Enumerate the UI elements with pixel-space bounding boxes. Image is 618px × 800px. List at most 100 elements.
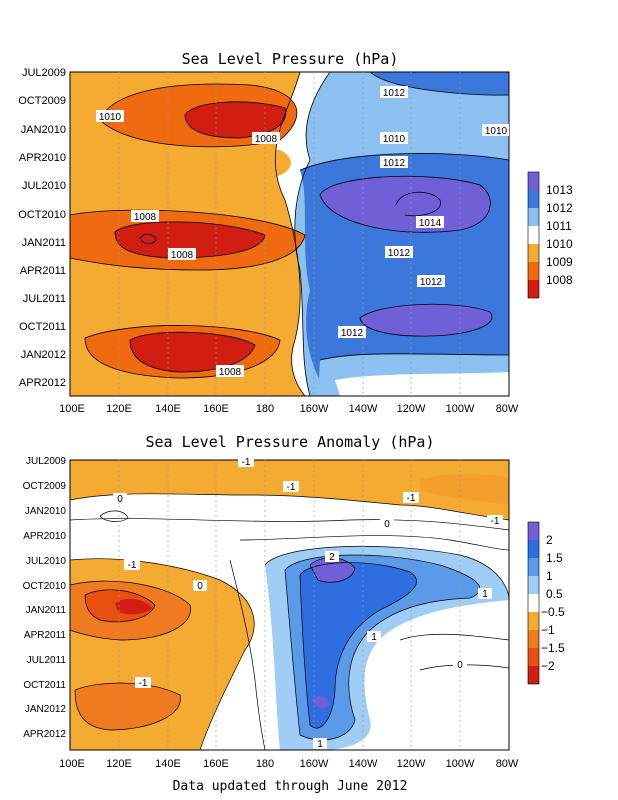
slp-anomaly-contour-label: 1 — [371, 632, 377, 643]
slp-anomaly-colorbar-label: −1 — [541, 623, 555, 637]
slp-anomaly-contour-label: -1 — [287, 482, 296, 493]
slp-colorbar-swatch — [528, 172, 539, 190]
slp-anomaly-x-tick: 180 — [256, 758, 274, 770]
slp-x-tick: 120E — [106, 403, 132, 415]
slp-anomaly-contour-label: 1 — [482, 589, 488, 600]
slp-x-tick: 100W — [446, 403, 475, 415]
slp-colorbar-label: 1010 — [546, 237, 573, 251]
slp-y-tick: JUL2010 — [22, 180, 66, 192]
slp-anomaly-y-tick: OCT2010 — [23, 581, 67, 592]
slp-anomaly-contour-label: 0 — [197, 581, 203, 592]
slp-anomaly-colorbar-label: −2 — [541, 659, 555, 673]
slp-y-tick: JAN2011 — [22, 237, 66, 249]
slp-anomaly-colorbar-swatch — [528, 666, 539, 684]
slp-contour-label: 1012 — [383, 88, 406, 99]
slp-anomaly-colorbar-swatch — [528, 648, 539, 666]
slp-anomaly-x-tick: 100W — [446, 758, 475, 770]
slp-contour-label: 1008 — [255, 134, 278, 145]
slp-anomaly-contour-label: 2 — [329, 552, 335, 563]
slp-y-ticks: JUL2009 OCT2009 JAN2010 APR2010 JUL2010 … — [18, 67, 66, 389]
slp-anomaly-contour-labels: -1 -1 -1 0 -1 0 -1 2 0 1 1 0 -1 1 — [113, 456, 503, 750]
slp-panel: Sea Level Pressure (hPa) — [18, 50, 573, 415]
slp-contour-label: 1008 — [171, 250, 194, 261]
slp-contour-label: 1012 — [388, 248, 411, 259]
slp-x-tick: 80W — [496, 403, 519, 415]
slp-anomaly-x-ticks: 100E 120E 140E 160E 180 160W 140W 120W 1… — [59, 758, 519, 770]
slp-anomaly-y-tick: JAN2012 — [25, 704, 67, 715]
slp-contour-label: 1008 — [134, 212, 157, 223]
slp-title: Sea Level Pressure (hPa) — [182, 50, 399, 68]
slp-colorbar-swatch — [528, 226, 539, 244]
footer-note: Data updated through June 2012 — [173, 779, 408, 794]
slp-anomaly-contour-label: -1 — [491, 516, 500, 527]
slp-anomaly-colorbar-label: −1.5 — [541, 641, 565, 655]
slp-colorbar-swatch — [528, 190, 539, 208]
slp-colorbar-label: 1008 — [546, 273, 573, 287]
slp-y-tick: OCT2011 — [19, 321, 66, 333]
slp-x-tick: 100E — [59, 403, 85, 415]
slp-contour-label: 1014 — [419, 218, 442, 229]
slp-x-tick: 140W — [349, 403, 378, 415]
slp-y-tick: JAN2012 — [21, 349, 66, 361]
slp-anomaly-colorbar-swatch — [528, 522, 539, 540]
slp-anomaly-field — [70, 460, 509, 750]
slp-contour-label: 1010 — [485, 126, 508, 137]
slp-colorbar-swatch — [528, 208, 539, 226]
slp-anomaly-colorbar-swatch — [528, 630, 539, 648]
slp-anomaly-contour-label: -1 — [139, 678, 148, 689]
slp-contour-labels: 1012 1010 1008 1010 1010 1012 1008 1014 … — [96, 86, 509, 378]
slp-anomaly-y-ticks: JUL2009 OCT2009 JAN2010 APR2010 JUL2010 … — [23, 456, 67, 740]
slp-anomaly-panel: Sea Level Pressure Anomaly (hPa) — [23, 433, 565, 770]
slp-anomaly-colorbar-label: 1.5 — [546, 551, 563, 565]
slp-colorbar-label: 1012 — [546, 201, 573, 215]
slp-colorbar-label: 1009 — [546, 255, 573, 269]
slp-anomaly-y-tick: JAN2010 — [25, 506, 67, 517]
slp-x-tick: 160E — [203, 403, 229, 415]
slp-anomaly-x-tick: 120E — [106, 758, 132, 770]
slp-colorbar: 1013 1012 1011 1010 1009 1008 — [527, 171, 573, 299]
slp-anomaly-y-tick: APR2010 — [23, 531, 66, 542]
slp-anomaly-y-tick: OCT2011 — [23, 680, 66, 691]
slp-x-tick: 120W — [397, 403, 426, 415]
slp-x-ticks: 100E 120E 140E 160E 180 160W 140W 120W 1… — [59, 403, 519, 415]
slp-contour-label: 1012 — [420, 277, 443, 288]
slp-x-tick: 180 — [256, 403, 274, 415]
slp-anomaly-x-tick: 140E — [155, 758, 181, 770]
slp-anomaly-contour-label: 0 — [384, 519, 390, 530]
slp-x-tick: 160W — [300, 403, 329, 415]
slp-contour-label: 1010 — [383, 134, 406, 145]
slp-anomaly-contour-label: 1 — [317, 739, 323, 750]
slp-y-tick: APR2011 — [20, 265, 66, 277]
slp-contour-label: 1012 — [341, 328, 364, 339]
slp-colorbar-swatch — [528, 244, 539, 262]
slp-anomaly-x-tick: 80W — [496, 758, 519, 770]
slp-colorbar-label: 1011 — [546, 219, 572, 233]
slp-anomaly-contour-label: 0 — [117, 494, 123, 505]
slp-anomaly-y-tick: OCT2009 — [23, 481, 67, 492]
slp-anomaly-colorbar-label: 2 — [546, 533, 553, 547]
slp-anomaly-x-tick: 140W — [349, 758, 378, 770]
slp-colorbar-label: 1013 — [546, 183, 573, 197]
slp-y-tick: OCT2009 — [18, 95, 66, 107]
slp-anomaly-y-tick: APR2012 — [23, 729, 66, 740]
slp-anomaly-colorbar-swatch — [528, 558, 539, 576]
slp-colorbar-swatch — [528, 262, 539, 280]
slp-anomaly-x-tick: 160W — [300, 758, 329, 770]
slp-anomaly-y-tick: JUL2009 — [26, 456, 66, 467]
slp-anomaly-y-tick: JUL2010 — [26, 556, 66, 567]
slp-y-tick: APR2010 — [19, 152, 66, 164]
slp-y-tick: APR2012 — [19, 377, 66, 389]
slp-anomaly-colorbar-swatch — [528, 594, 539, 612]
slp-y-tick: JAN2010 — [21, 124, 66, 136]
slp-anomaly-x-tick: 120W — [397, 758, 426, 770]
slp-anomaly-colorbar-label: −0.5 — [541, 605, 565, 619]
slp-y-tick: OCT2010 — [18, 209, 66, 221]
slp-anomaly-colorbar: 2 1.5 1 0.5 −0.5 −1 −1.5 −2 — [527, 521, 565, 685]
slp-anomaly-colorbar-label: 1 — [546, 569, 553, 583]
slp-anomaly-x-tick: 100E — [59, 758, 85, 770]
slp-anomaly-colorbar-label: 0.5 — [546, 587, 563, 601]
slp-anomaly-y-tick: JAN2011 — [26, 605, 67, 616]
slp-anomaly-contour-label: -1 — [407, 493, 416, 504]
slp-x-tick: 140E — [155, 403, 181, 415]
